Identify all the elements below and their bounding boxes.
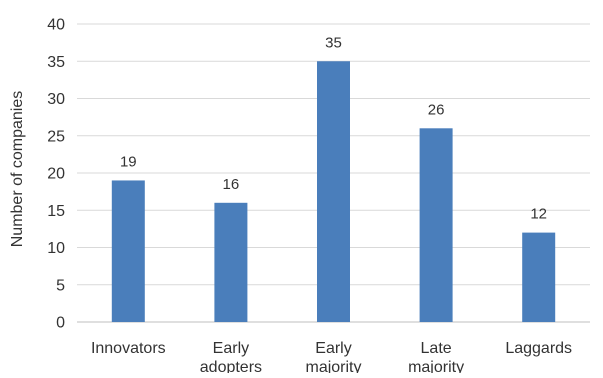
x-category-label: Early adopters	[200, 340, 262, 373]
y-tick-label: 10	[47, 240, 65, 257]
y-tick-label: 0	[56, 315, 65, 332]
y-tick-label: 5	[56, 277, 65, 294]
data-label: 26	[428, 101, 445, 118]
bar	[419, 128, 453, 322]
data-labels: 19 16 35 26 12	[120, 34, 547, 222]
x-category-label: Early majority	[305, 340, 361, 373]
data-label: 16	[223, 176, 240, 193]
y-tick-label: 40	[47, 17, 65, 34]
x-category-label: Late majority	[408, 340, 464, 373]
bar	[317, 61, 350, 322]
y-axis-title: Number of companies	[9, 91, 26, 248]
bar	[111, 180, 145, 322]
data-label: 12	[530, 206, 547, 223]
data-label: 35	[325, 34, 342, 51]
y-tick-label: 15	[47, 203, 65, 220]
bars	[111, 61, 556, 322]
y-tick-label: 35	[47, 54, 65, 71]
y-tick-label: 30	[47, 91, 65, 108]
bar	[214, 202, 248, 322]
y-axis-ticks: 0 5 10 15 20 25 30 35 40	[47, 17, 65, 332]
x-axis-categories: Innovators Early adopters Early majority Late…	[91, 340, 572, 376]
y-tick-label: 20	[47, 166, 65, 183]
data-label: 19	[120, 153, 137, 170]
bar	[522, 232, 556, 322]
x-category-label: Laggards	[505, 340, 572, 357]
x-category-label: Innovators	[91, 340, 166, 357]
y-tick-label: 25	[47, 128, 65, 145]
